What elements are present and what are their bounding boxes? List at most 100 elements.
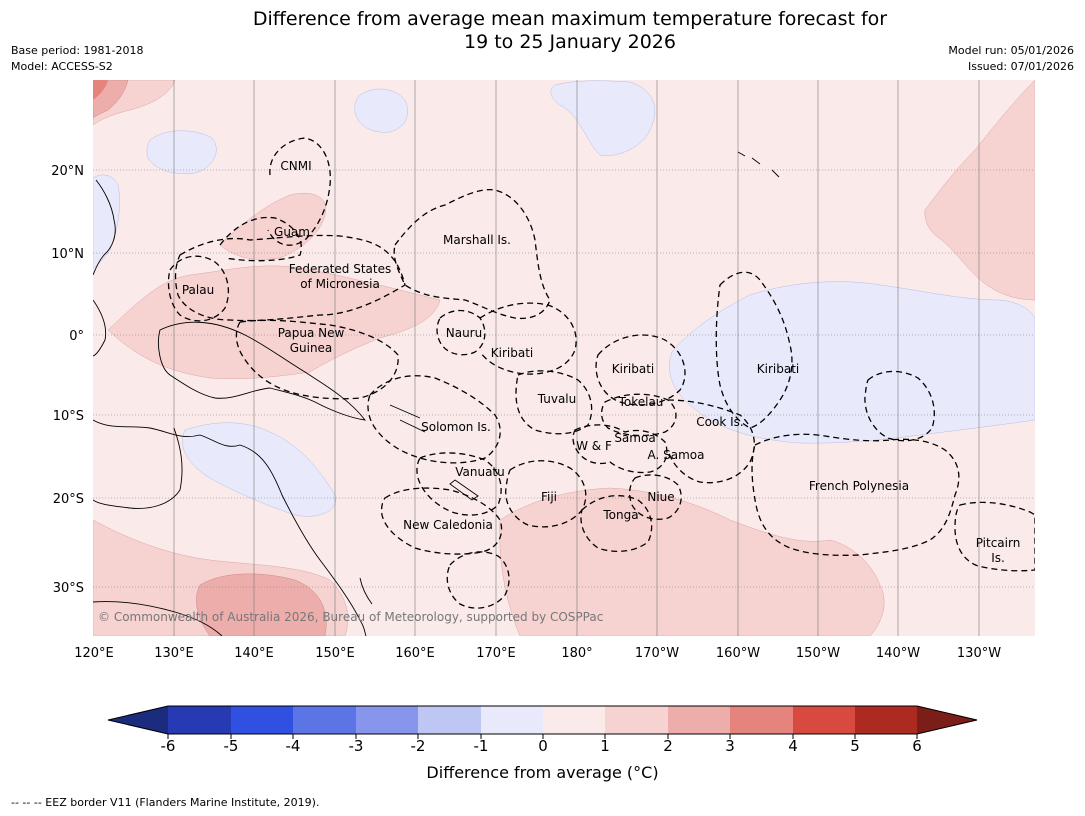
eez-niue — [628, 474, 682, 520]
label-niue: Niue — [647, 490, 674, 504]
label-tuvalu: Tuvalu — [537, 392, 577, 406]
coastline-solomons — [389, 404, 426, 433]
lon-label-130W: 130°W — [957, 646, 1001, 661]
colorbar-high-extension — [917, 706, 977, 734]
label-new-caledonia: New Caledonia — [403, 518, 493, 532]
eez-png — [235, 319, 399, 400]
anomaly-cool-east-equatorial — [669, 281, 1035, 444]
coastline-australia-north — [93, 419, 367, 636]
eez-tuvalu — [515, 370, 593, 435]
colorbar-tick-label: 0 — [538, 737, 548, 755]
eez-fiji — [505, 460, 587, 528]
lon-label-180: 180° — [561, 646, 592, 661]
eez-marquesas — [864, 370, 935, 442]
label-png-2: Guinea — [290, 341, 333, 355]
colorbar-tick-label: 6 — [912, 737, 922, 755]
label-cook: Cook Is. — [696, 415, 743, 429]
lat-label-0: 0° — [69, 329, 84, 344]
graticule — [93, 80, 1035, 636]
anomaly-cool-north-3 — [146, 130, 217, 174]
colorbar-label: Difference from average (°C) — [426, 763, 659, 782]
label-png-1: Papua New — [278, 326, 345, 340]
region-labels: CNMI Guam Marshall Is. Federated States … — [182, 159, 1020, 565]
coastline-hawaii — [737, 151, 780, 178]
label-cnmi: CNMI — [280, 159, 311, 173]
colorbar-segment — [668, 706, 730, 734]
title-line-2: 19 to 25 January 2026 — [464, 31, 676, 53]
colorbar-segment — [231, 706, 293, 734]
label-kiribati-line: Kiribati — [757, 362, 799, 376]
colorbar-tick-label: 5 — [850, 737, 860, 755]
eez-cnmi — [267, 137, 331, 246]
label-solomon: Solomon Is. — [421, 420, 491, 434]
colorbar-tick-label: 2 — [663, 737, 673, 755]
eez-cook — [667, 399, 755, 484]
eez-borders — [167, 137, 1035, 609]
anomaly-warm-west-pacific — [107, 265, 441, 379]
label-marshall: Marshall Is. — [443, 233, 511, 247]
coastlines — [93, 151, 780, 636]
anomaly-cool-coral-sea — [182, 422, 336, 517]
label-kiribati-gilbert: Kiribati — [491, 346, 533, 360]
eez-french-polynesia — [751, 433, 960, 556]
label-palau: Palau — [182, 283, 214, 297]
base-period: Base period: 1981-2018 — [11, 44, 144, 57]
coastline-new-zealand — [359, 577, 373, 605]
longitude-axis: 120°E 130°E 140°E 150°E 160°E 170°E 180°… — [74, 646, 1001, 661]
eez-footnote: -- -- -- EEZ border V11 (Flanders Marine… — [11, 796, 320, 809]
colorbar-segment — [418, 706, 481, 734]
colorbar-segment — [543, 706, 605, 734]
lon-label-140E: 140°E — [234, 646, 274, 661]
title-line-1: Difference from average mean maximum tem… — [252, 8, 888, 30]
lat-label-20N: 20°N — [51, 164, 84, 179]
lat-label-20S: 20°S — [53, 492, 84, 507]
label-fiji: Fiji — [541, 490, 557, 504]
eez-marshall — [393, 189, 551, 320]
eez-fsm — [174, 234, 406, 322]
meta-left: Base period: 1981-2018 Model: ACCESS-S2 — [11, 43, 143, 75]
colorbar-segment — [481, 706, 543, 734]
label-pitcairn-1: Pitcairn — [976, 536, 1021, 550]
colorbar-segment — [293, 706, 356, 734]
map-title: Difference from average mean maximum tem… — [0, 8, 1085, 54]
coastline-borneo — [93, 299, 107, 357]
colorbar-tick-label: -5 — [224, 737, 239, 755]
colorbar-tick-label: -3 — [349, 737, 364, 755]
colorbar-tick-label: 3 — [725, 737, 735, 755]
eez-solomon — [367, 375, 501, 464]
label-wallis-futuna: W & F — [576, 439, 612, 453]
lon-label-160E: 160°E — [395, 646, 435, 661]
label-french-polynesia: French Polynesia — [809, 479, 909, 493]
colorbar-segment — [356, 706, 418, 734]
lat-label-30S: 30°S — [53, 581, 84, 596]
colorbar-tick-label: -2 — [411, 737, 426, 755]
label-kiribati-phoenix: Kiribati — [612, 362, 654, 376]
label-guam: Guam — [274, 225, 310, 239]
colorbar-low-extension — [108, 706, 168, 734]
lon-label-170W: 170°W — [635, 646, 679, 661]
lon-label-130E: 130°E — [154, 646, 194, 661]
colorbar-tick-label: 1 — [600, 737, 610, 755]
model-name: Model: ACCESS-S2 — [11, 60, 113, 73]
coastline-new-caledonia — [449, 479, 479, 501]
colorbar-tick-label: 4 — [788, 737, 798, 755]
meta-right: Model run: 05/01/2026 Issued: 07/01/2026 — [948, 43, 1074, 75]
colorbar-segment — [168, 706, 231, 734]
label-tokelau: Tokelau — [618, 395, 664, 409]
label-american-samoa: A. Samoa — [648, 448, 705, 462]
colorbar-tick-label: -6 — [161, 737, 176, 755]
label-fsm-2: of Micronesia — [300, 277, 380, 291]
colorbar-tick-marks — [167, 734, 918, 739]
label-samoa: Samoa — [614, 431, 655, 445]
eez-samoa-wf — [572, 424, 668, 474]
anomaly-very-hot-northwest — [93, 80, 108, 100]
issued-date: Issued: 07/01/2026 — [967, 60, 1074, 73]
coastline-philippines — [93, 179, 116, 276]
lat-label-10S: 10°S — [53, 409, 84, 424]
eez-norfolk — [446, 551, 510, 609]
coastline-australia-gulf — [93, 427, 183, 509]
eez-vanuatu — [416, 452, 502, 516]
coastline-new-guinea — [158, 321, 367, 421]
lon-label-140W: 140°W — [876, 646, 920, 661]
